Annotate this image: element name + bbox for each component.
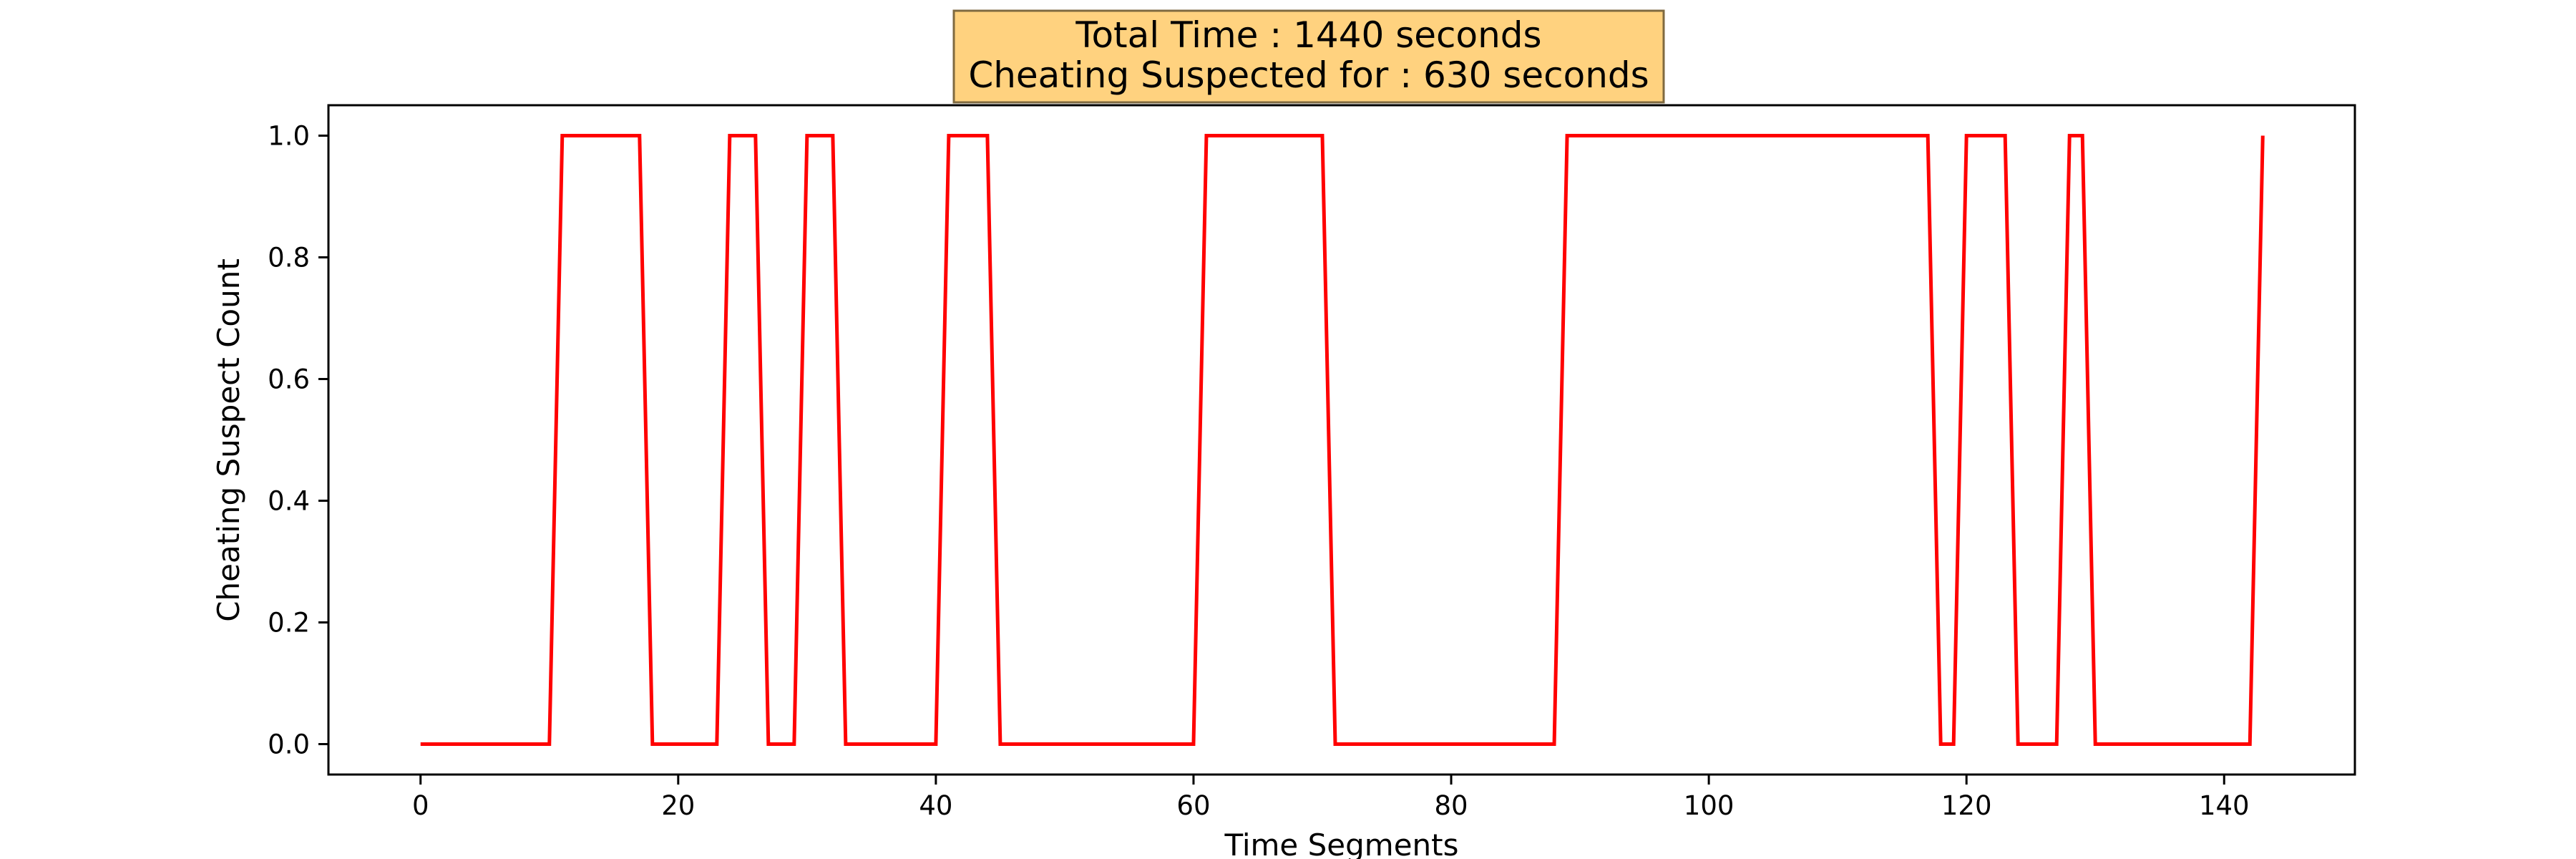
y-tick-label: 0.8 [268, 243, 310, 273]
series-line-cheating-suspect [420, 134, 2265, 746]
y-tick-label: 0.6 [268, 364, 310, 395]
x-tick-label: 80 [1434, 790, 1468, 821]
x-tick-label: 40 [919, 790, 952, 821]
chart-title-box [952, 9, 1665, 104]
chart-title-line-2: Cheating Suspected for : 630 seconds [968, 54, 1649, 96]
x-tick-label: 140 [2199, 790, 2250, 821]
chart-title: Total Time : 1440 seconds Cheating Suspe… [952, 9, 1665, 104]
x-axis: 0 20 40 60 80 100 120 140 [412, 775, 2250, 821]
plot-area [327, 104, 2356, 776]
y-tick-label: 1.0 [268, 121, 310, 152]
x-tick-label: 100 [1684, 790, 1735, 821]
y-tick-label: 0.4 [268, 486, 310, 517]
x-tick-label: 60 [1176, 790, 1210, 821]
y-axis-label: Cheating Suspect Count [211, 258, 246, 622]
x-tick-label: 0 [412, 790, 429, 821]
x-tick-label: 20 [661, 790, 695, 821]
chart-title-line-1: Total Time : 1440 seconds [1075, 14, 1541, 56]
x-axis-label: Time Segments [1224, 828, 1458, 859]
x-tick-label: 120 [1941, 790, 1992, 821]
y-axis: 0.0 0.2 0.4 0.6 0.8 1.0 [268, 121, 328, 760]
y-tick-label: 0.2 [268, 608, 310, 639]
y-tick-label: 0.0 [268, 729, 310, 760]
